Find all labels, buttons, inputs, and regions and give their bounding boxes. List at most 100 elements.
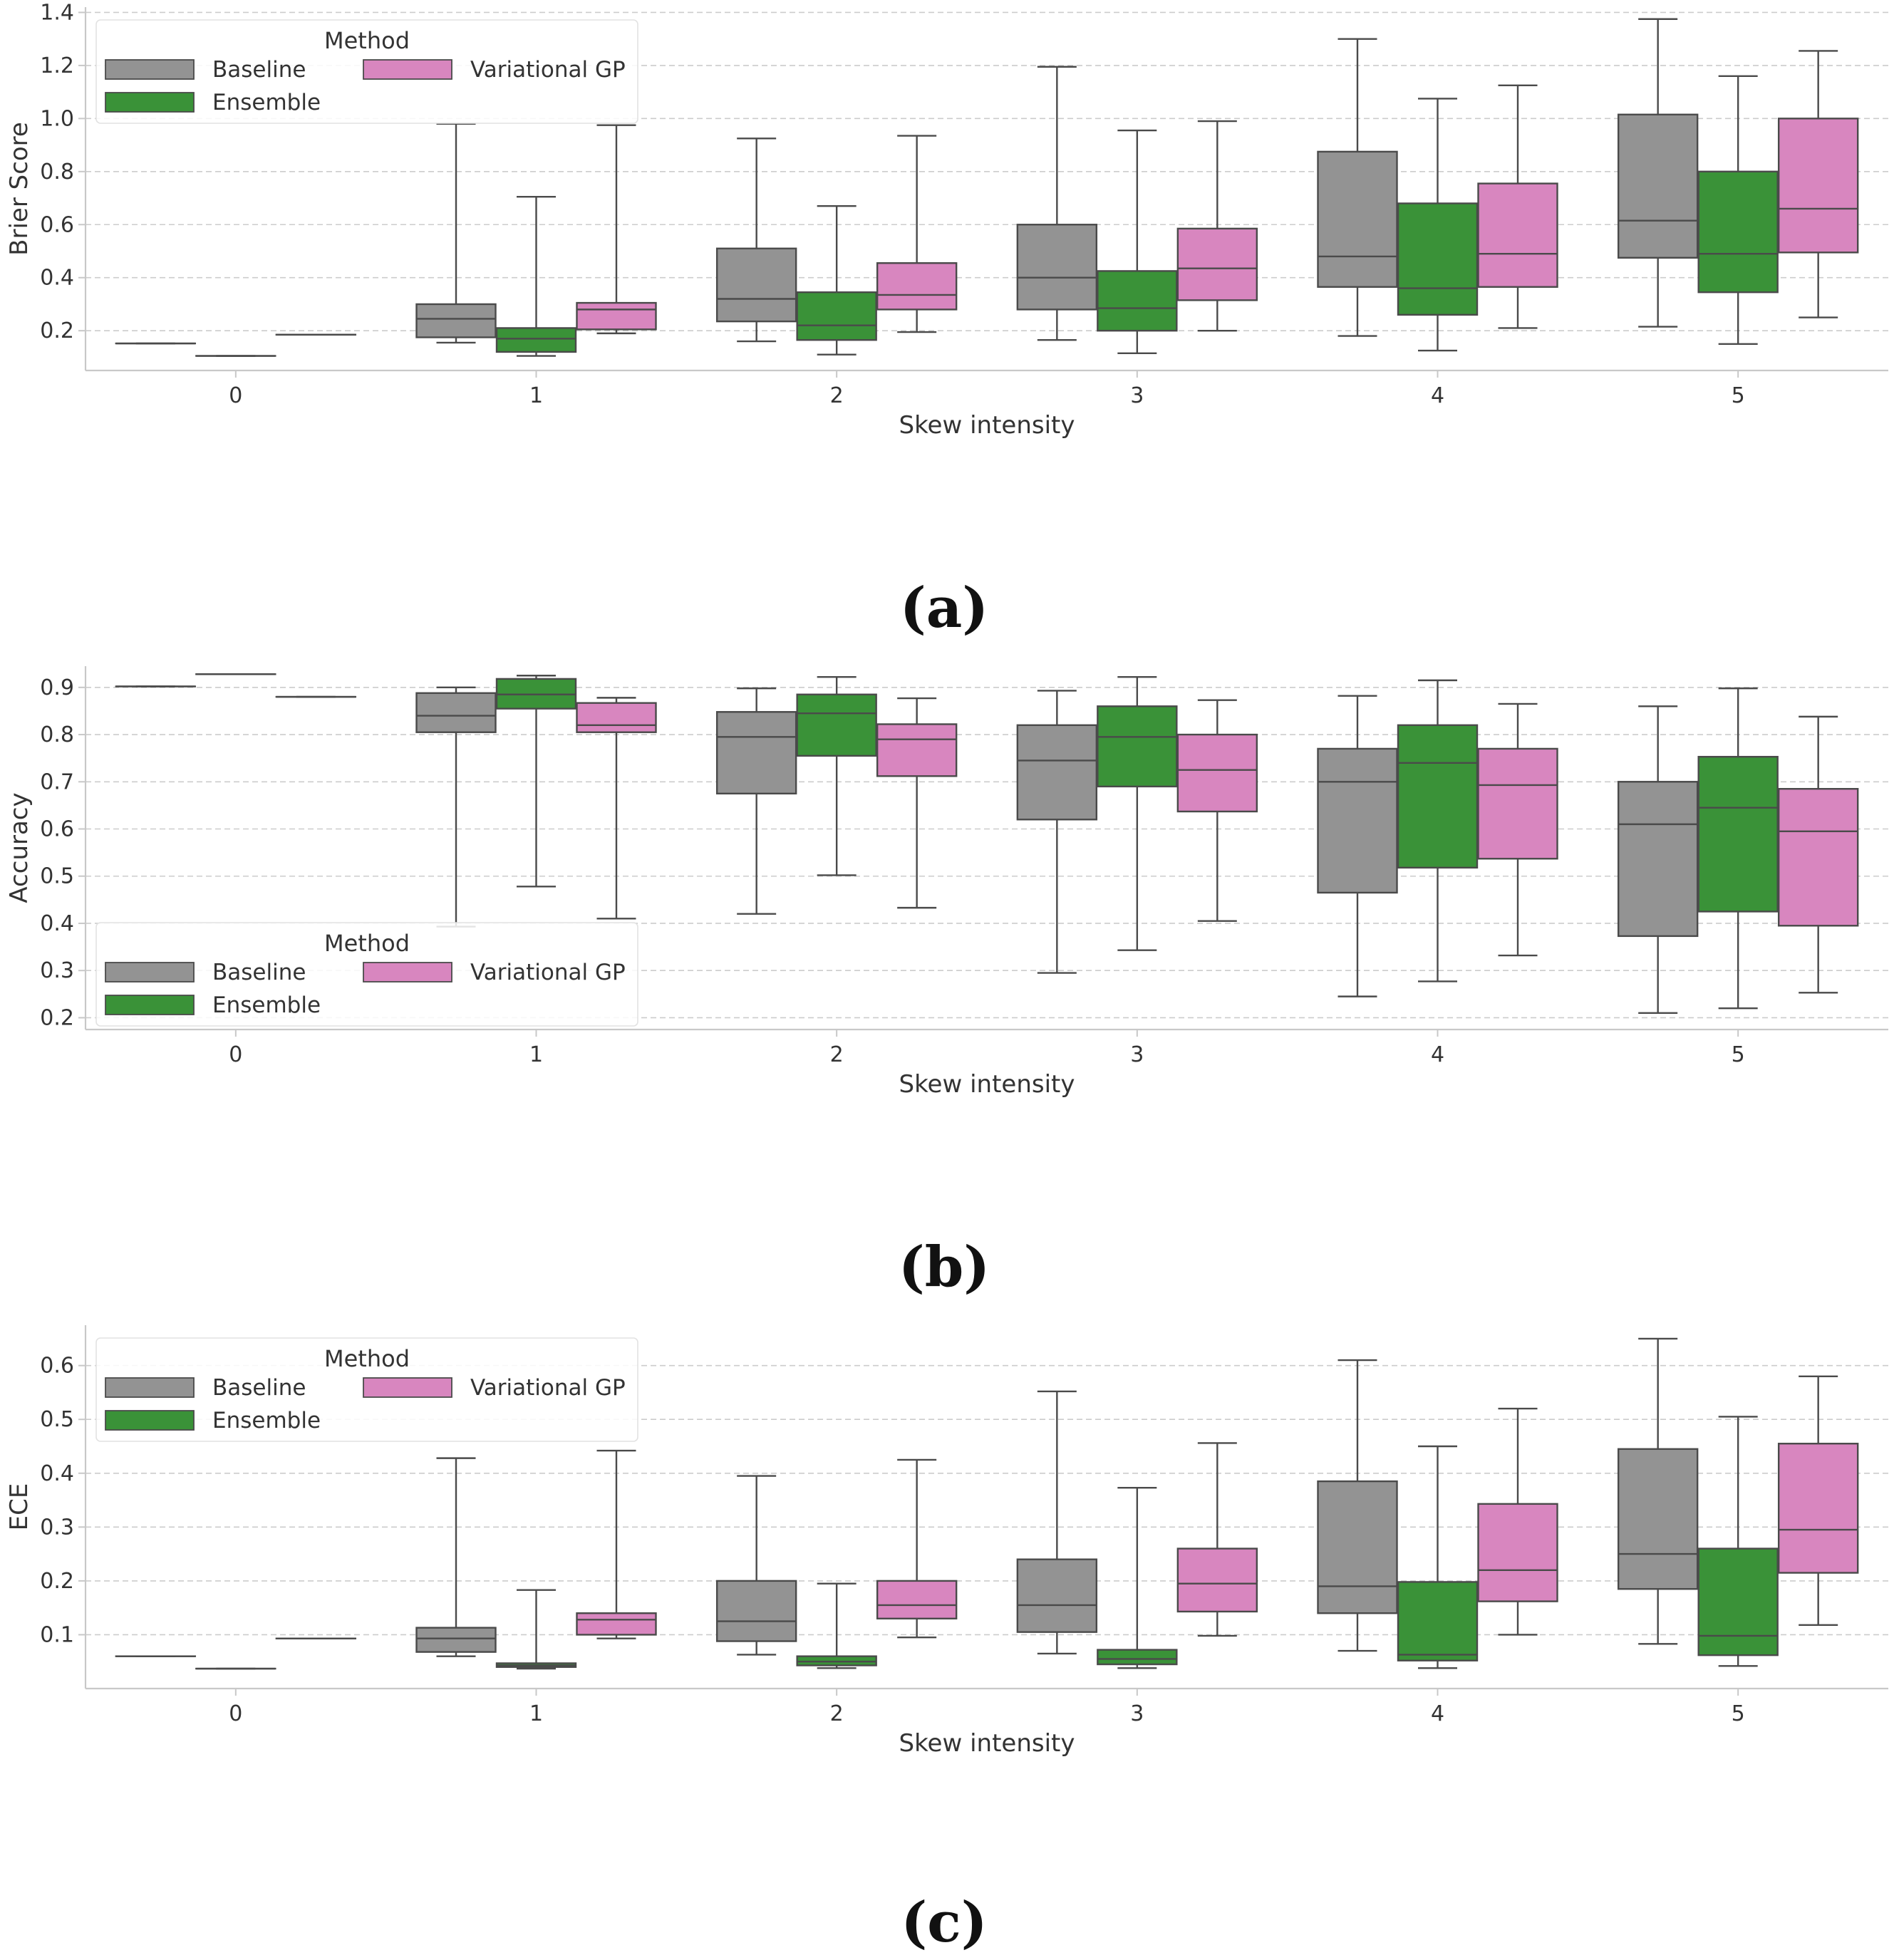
panel-b-x-tick-label: 2 xyxy=(830,1042,844,1067)
panel-c-y-tick-label: 0.6 xyxy=(40,1354,74,1379)
panel-c-x-tick-label: 3 xyxy=(1130,1701,1144,1726)
panel-a-box-baseline-3 xyxy=(1016,66,1098,341)
panel-c-box-variational-gp-1 xyxy=(576,1449,657,1639)
panel-b-y-tick-label: 0.4 xyxy=(40,911,74,936)
legend-label-baseline: Baseline xyxy=(212,960,306,985)
box-body xyxy=(1397,202,1479,316)
panel-c-box-ensemble-4 xyxy=(1397,1445,1479,1669)
panel-b-box-ensemble-4 xyxy=(1397,679,1479,982)
panel-b-legend: Method Baseline Ensemble Variational GP xyxy=(95,922,638,1027)
panel-c-x-axis-label: Skew intensity xyxy=(899,1729,1075,1758)
panel-b-x-axis-label: Skew intensity xyxy=(899,1070,1075,1099)
box-body xyxy=(1176,733,1258,813)
panel-c-box-ensemble-2 xyxy=(796,1582,877,1669)
panel-a-box-baseline-1 xyxy=(415,123,497,344)
box-body xyxy=(876,1580,958,1619)
legend-swatch-ensemble xyxy=(105,995,195,1015)
panel-c-box-ensemble-1 xyxy=(495,1589,577,1670)
panel-a-box-variational-gp-4 xyxy=(1477,84,1558,329)
panel-c-x-tick-label: 4 xyxy=(1431,1701,1444,1726)
box-body xyxy=(1777,1443,1859,1574)
box-body xyxy=(796,291,877,341)
panel-b-x-tick-label: 5 xyxy=(1732,1042,1745,1067)
panel-a-x-tick-label: 0 xyxy=(229,383,242,408)
panel-a-box-baseline-4 xyxy=(1317,38,1398,337)
legend-swatch-variational-gp xyxy=(363,1377,452,1398)
legend-label-variational-gp: Variational GP xyxy=(470,960,626,985)
panel-b-box-ensemble-5 xyxy=(1697,687,1779,1010)
panel-c-legend: Method Baseline Ensemble Variational GP xyxy=(95,1337,638,1442)
panel-b-x-tick-label: 1 xyxy=(529,1042,543,1067)
legend-swatch-variational-gp xyxy=(363,962,452,982)
box-body xyxy=(576,301,657,331)
panel-a-y-tick-label: 1.2 xyxy=(40,53,74,78)
panel-a-y-tick-label: 0.8 xyxy=(40,160,74,185)
panel-a-y-tick-label: 0.4 xyxy=(40,266,74,291)
box-body xyxy=(1777,788,1859,927)
panel-b-box-baseline-2 xyxy=(715,687,797,915)
panel-a-box-ensemble-5 xyxy=(1697,75,1779,345)
panel-c-box-variational-gp-3 xyxy=(1176,1442,1258,1637)
panel-c-box-baseline-5 xyxy=(1617,1337,1699,1645)
panel-a-x-tick-label: 1 xyxy=(529,383,543,408)
legend-swatch-ensemble xyxy=(105,92,195,113)
panel-a-box-variational-gp-3 xyxy=(1176,120,1258,332)
box-body xyxy=(576,702,657,733)
panel-a-box-baseline-5 xyxy=(1617,18,1699,328)
legend-swatch-baseline xyxy=(105,962,195,982)
panel-a-box-ensemble-1 xyxy=(495,195,577,357)
panel-b-box-variational-gp-2 xyxy=(876,697,958,909)
panel-c-box-variational-gp-5 xyxy=(1777,1375,1859,1627)
panel-b-y-tick-label: 0.6 xyxy=(40,817,74,842)
panel-a-y-tick-label: 0.6 xyxy=(40,212,74,237)
box-body xyxy=(1617,113,1699,259)
box-body xyxy=(495,327,577,353)
panel-a-x-tick-label: 3 xyxy=(1130,383,1144,408)
box-body xyxy=(1617,781,1699,938)
panel-c-y-tick-label: 0.4 xyxy=(40,1461,74,1486)
box-body xyxy=(1397,724,1479,869)
brier-score-panel: 0.2 0.4 0.6 0.8 1.0 1.2 1.4 0 1 2 3 4 5 Skew intensit… xyxy=(5,0,1888,641)
panel-a-y-tick-label: 0.2 xyxy=(40,318,74,343)
box-body xyxy=(1097,1649,1178,1666)
box-body xyxy=(715,711,797,795)
panel-c-y-axis-label: ECE xyxy=(5,1483,33,1531)
legend-swatch-baseline xyxy=(105,1377,195,1398)
panel-c-y-tick-label: 0.2 xyxy=(40,1569,74,1594)
legend-swatch-variational-gp xyxy=(363,59,452,80)
panel-b-x-tick-label: 4 xyxy=(1431,1042,1444,1067)
ece-panel: 0.1 0.2 0.3 0.4 0.5 0.6 0 1 2 3 4 5 Skew intensity EC… xyxy=(5,1325,1888,1955)
panel-a-x-tick-label: 5 xyxy=(1732,383,1745,408)
box-body xyxy=(1016,224,1098,311)
panel-c-y-tick-label: 0.5 xyxy=(40,1407,74,1432)
legend-label-variational-gp: Variational GP xyxy=(470,1375,626,1401)
panel-a-legend: Method Baseline Ensemble Variational GP xyxy=(95,19,638,124)
panel-a-caption: (a) xyxy=(900,576,988,641)
legend-title: Method xyxy=(324,1345,410,1372)
panel-b-caption: (b) xyxy=(899,1235,990,1300)
panel-c-box-baseline-3 xyxy=(1016,1390,1098,1655)
box-body xyxy=(1697,1547,1779,1656)
panel-b-box-ensemble-2 xyxy=(796,676,877,876)
box-body xyxy=(1477,1503,1558,1602)
panel-b-box-baseline-1 xyxy=(415,686,497,928)
box-body xyxy=(1016,1558,1098,1633)
box-body xyxy=(715,247,797,323)
panel-a-box-baseline-2 xyxy=(715,138,797,343)
box-body xyxy=(876,723,958,777)
box-body xyxy=(1097,705,1178,788)
legend-label-variational-gp: Variational GP xyxy=(470,57,626,83)
box-body xyxy=(1317,747,1398,894)
panel-a-box-ensemble-2 xyxy=(796,204,877,356)
legend-title: Method xyxy=(324,27,410,54)
box-body xyxy=(1697,755,1779,913)
box-body xyxy=(1097,270,1178,332)
box-body xyxy=(1617,1448,1699,1590)
panel-c-x-tick-label: 5 xyxy=(1732,1701,1745,1726)
panel-b-box-ensemble-1 xyxy=(495,675,577,888)
panel-b-box-ensemble-3 xyxy=(1097,676,1178,951)
panel-c-box-baseline-2 xyxy=(715,1475,797,1656)
panel-b-box-variational-gp-1 xyxy=(576,697,657,920)
panel-a-box-variational-gp-2 xyxy=(876,135,958,333)
